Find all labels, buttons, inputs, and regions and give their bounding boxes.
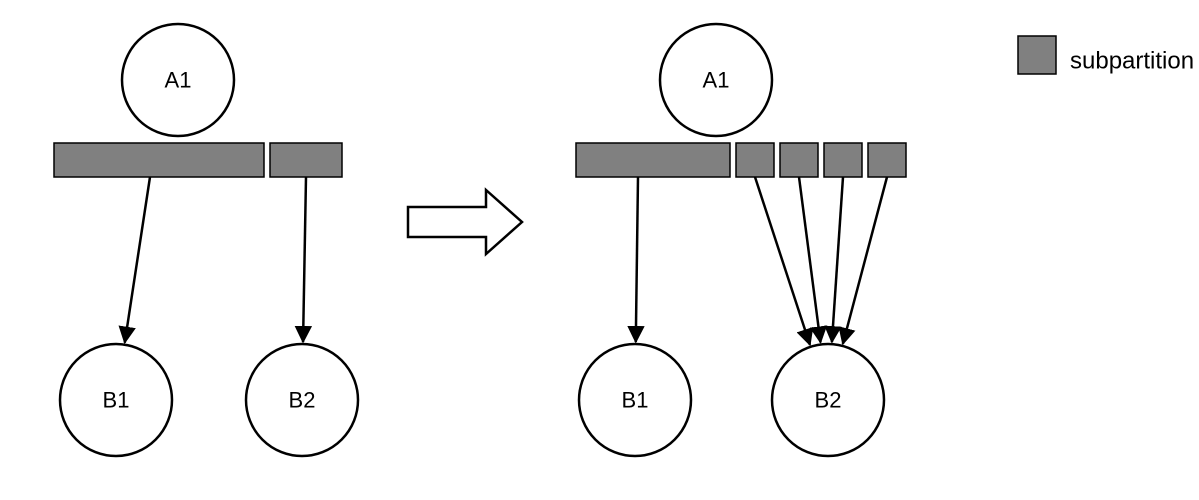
left-partition-0 [54,143,264,177]
left-node-b2-label: B2 [289,388,316,413]
subpartition-diagram: A1 B1 B2 A1 B1 B2 subpartition [0,0,1199,500]
right-partition-3 [824,143,862,177]
right-node-b1-label: B1 [622,388,649,413]
right-partition-1 [736,143,774,177]
right-edge-0 [636,177,638,342]
right-partition-0 [576,143,730,177]
right-partition-4 [868,143,906,177]
left-node-b1-label: B1 [103,388,130,413]
right-node-b2-label: B2 [815,388,842,413]
right-edge-4 [843,177,887,344]
right-node-a1-label: A1 [703,68,730,93]
legend-label: subpartition [1070,47,1194,74]
right-edge-3 [832,177,843,342]
right-partition-2 [780,143,818,177]
left-edge-1 [303,177,306,342]
left-edge-0 [125,177,150,343]
left-partition-1 [270,143,342,177]
transform-arrow [408,190,522,254]
legend-swatch [1018,36,1056,74]
left-node-a1-label: A1 [165,68,192,93]
